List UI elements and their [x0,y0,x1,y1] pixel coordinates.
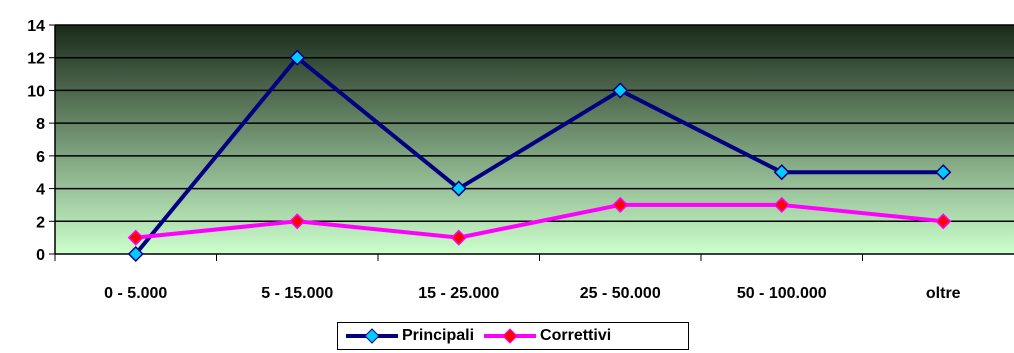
y-tick-label: 2 [36,214,45,231]
data-point-correttivi [127,229,144,246]
data-point-correttivi [612,196,629,213]
y-axis-ticks: 0 2 4 6 8 10 12 14 [27,18,55,264]
x-axis-ticks: 0 - 5.000 5 - 15.000 15 - 25.000 25 - 50.00… [54,254,961,302]
x-tick-label: 25 - 50.000 [580,285,661,302]
legend: Principali Correttivi [337,322,689,350]
x-tick-label: 15 - 25.000 [418,285,499,302]
data-point-principali [773,164,790,181]
line-chart: 0 2 4 6 8 10 12 14 0 - 5.000 5 - 15.000 15 - 25.0… [27,18,1014,302]
x-tick-label: 50 - 100.000 [737,285,827,302]
series-principali [127,49,952,263]
data-point-correttivi [289,213,306,230]
x-tick-label: 5 - 15.000 [261,285,333,302]
legend-swatch-correttivi [484,328,537,344]
series-line-correttivi [135,202,944,240]
series-line-principali [134,55,944,256]
y-tick-label: 12 [27,51,45,68]
y-tick-label: 10 [27,83,45,100]
legend-item-principali: Principali [344,327,474,345]
data-point-principali [612,82,629,99]
y-tick-label: 6 [36,149,45,166]
series-lines [127,49,952,263]
legend-swatch-principali [346,328,398,344]
y-tick-label: 14 [27,18,45,35]
series-correttivi [127,196,952,246]
y-tick-label: 4 [36,182,45,199]
x-tick-label: oltre [926,285,961,302]
legend-label-correttivi: Correttivi [540,327,612,344]
data-point-correttivi [450,229,467,246]
data-point-correttivi [773,196,790,213]
y-tick-label: 8 [36,116,45,133]
data-point-principali [127,245,144,263]
data-point-principali [289,49,306,66]
legend-label-principali: Principali [402,327,475,344]
y-tick-label: 0 [36,247,45,264]
data-point-principali [935,164,952,181]
x-tick-label: 0 - 5.000 [104,285,167,302]
plot-area [55,25,1014,254]
legend-item-correttivi: Correttivi [482,327,611,345]
data-point-principali [450,180,467,197]
data-point-correttivi [935,213,952,230]
